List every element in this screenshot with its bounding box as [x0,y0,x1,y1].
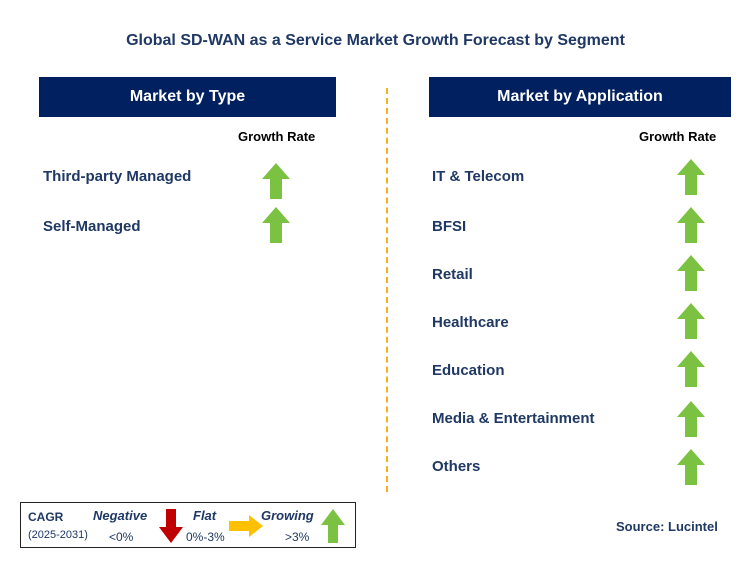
type-row-label: Self-Managed [43,218,141,235]
application-row-label: IT & Telecom [432,168,525,185]
growing-arrow-icon [677,303,705,339]
application-row-label: Retail [432,266,473,283]
negative-arrow-icon [159,509,183,543]
legend-period: (2025-2031) [28,529,88,541]
growing-arrow-icon [677,401,705,437]
application-row-label: Media & Entertainment [432,410,595,427]
chart-title: Global SD-WAN as a Service Market Growth… [126,32,625,49]
growing-arrow-icon [677,351,705,387]
legend-growing-range: >3% [285,530,310,544]
growing-arrow-icon [677,207,705,243]
source-note: Source: Lucintel [616,519,718,534]
growing-arrow-icon [677,255,705,291]
application-row-label: BFSI [432,218,467,235]
legend-negative-range: <0% [109,530,134,544]
legend-flat-label: Flat [193,508,217,523]
legend-cagr-label: CAGR [28,510,64,524]
growing-arrow-icon [677,449,705,485]
legend-growing-label: Growing [261,508,314,523]
legend-negative-label: Negative [93,508,148,523]
type-row-label: Third-party Managed [43,168,192,185]
growing-arrow-icon [321,509,345,543]
growing-arrow-icon [677,159,705,195]
right-growth-rate-label: Growth Rate [639,129,717,144]
cagr-legend: CAGR (2025-2031) Negative <0% Flat 0%-3%… [20,502,356,548]
panel-divider [386,88,388,492]
legend-flat-range: 0%-3% [186,530,225,544]
growing-arrow-icon [262,207,290,243]
market-by-application-header: Market by Application [429,77,731,117]
left-growth-rate-label: Growth Rate [238,129,316,144]
application-row-label: Others [432,458,481,475]
growing-arrow-icon [262,163,290,199]
market-by-type-header: Market by Type [39,77,336,117]
flat-arrow-icon [229,515,263,537]
application-row-label: Education [432,362,505,379]
application-row-label: Healthcare [432,314,509,331]
